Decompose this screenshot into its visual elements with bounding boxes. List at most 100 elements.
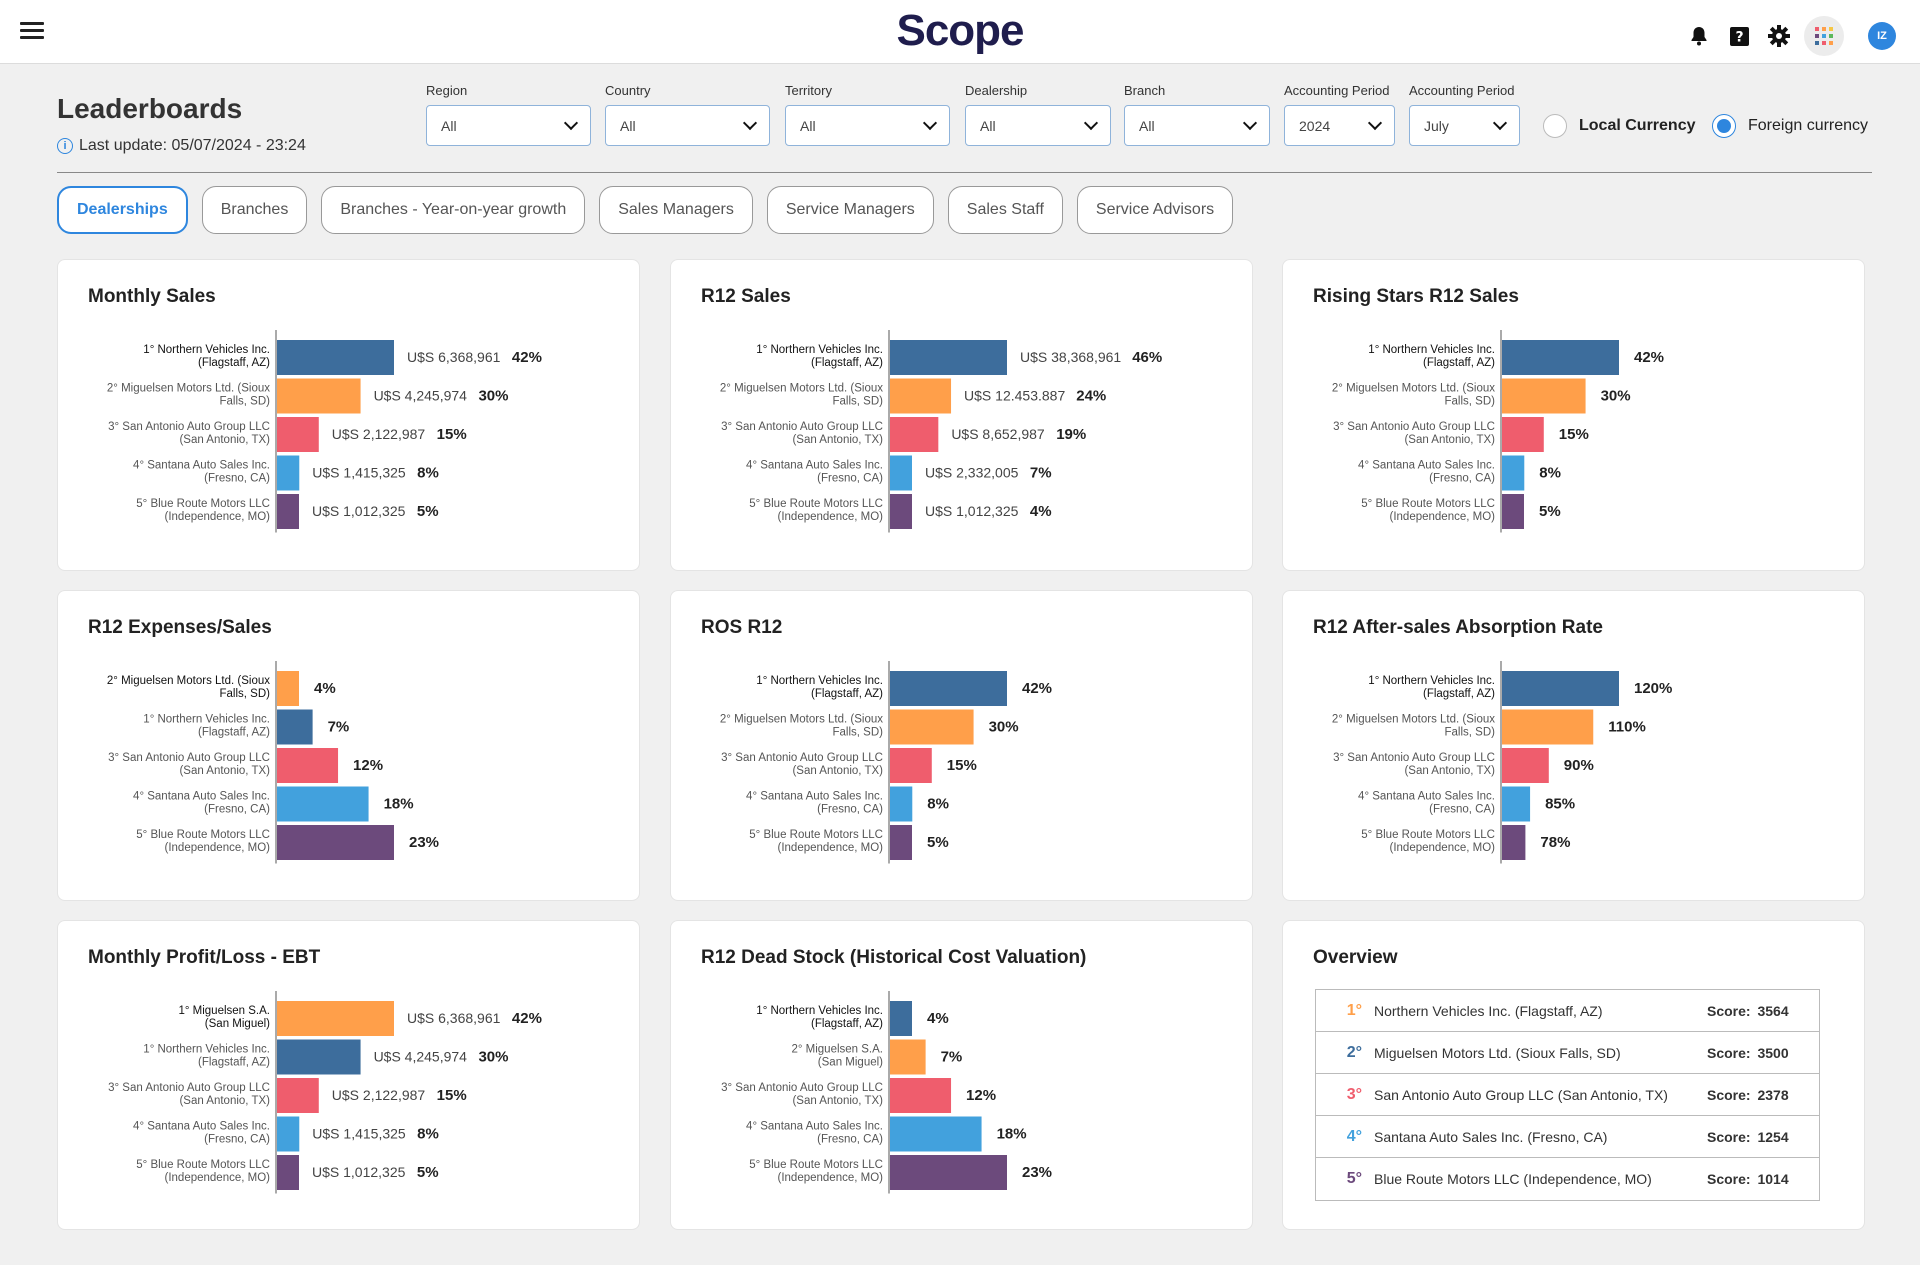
menu-icon[interactable] (20, 22, 44, 42)
header-divider (57, 172, 1872, 173)
category-label: 3° San Antonio Auto Group LLC (108, 421, 270, 433)
tab-sales-managers[interactable]: Sales Managers (599, 186, 753, 234)
category-label: 4° Santana Auto Sales Inc. (133, 791, 270, 803)
chevron-down-icon (922, 115, 938, 130)
branch-select[interactable]: All (1124, 105, 1270, 146)
value-label: 85% (1545, 796, 1575, 813)
tab-branches-yoy-growth[interactable]: Branches - Year-on-year growth (321, 186, 586, 234)
dealership-select[interactable]: All (965, 105, 1111, 146)
value-label: 4% (1030, 503, 1052, 520)
overview-row[interactable]: 4° Santana Auto Sales Inc. (Fresno, CA) … (1316, 1116, 1819, 1158)
category-label: 1° Northern Vehicles Inc. (1368, 344, 1495, 356)
r12-dead-stock-chart: 1° Northern Vehicles Inc.(Flagstaff, AZ)… (721, 991, 1052, 1194)
category-label: 5° Blue Route Motors LLC (749, 498, 883, 510)
category-label: 1° Miguelsen S.A. (178, 1005, 270, 1017)
amount-label: U$S 1,012,325 (925, 503, 1019, 519)
card-rising-stars-r12-sales: Rising Stars R12 Sales 1° Northern Vehic… (1282, 259, 1865, 571)
score: Score: 1014 (1707, 1171, 1789, 1187)
card-title: R12 Expenses/Sales (88, 617, 272, 638)
bar (890, 1155, 1007, 1190)
rank: 3° (1346, 1085, 1362, 1103)
value-label: 8% (1539, 465, 1561, 482)
country-select[interactable]: All (605, 105, 770, 146)
tab-sales-staff[interactable]: Sales Staff (947, 186, 1063, 234)
value-label: 46% (1132, 349, 1162, 366)
bar (277, 340, 394, 375)
bar (890, 378, 952, 414)
filter-label: Country (605, 83, 651, 98)
tab-dealerships[interactable]: Dealerships (57, 186, 188, 234)
card-title: Overview (1313, 947, 1398, 968)
category-label: (San Antonio, TX) (792, 1095, 883, 1107)
category-label: (San Antonio, TX) (792, 434, 883, 446)
bar (277, 455, 300, 491)
category-label: 2° Miguelsen Motors Ltd. (Sioux (107, 383, 270, 395)
category-label: 3° San Antonio Auto Group LLC (721, 1082, 883, 1094)
foreign-currency-radio[interactable]: Foreign currency (1712, 114, 1868, 138)
card-r12-after-sales-absorption: R12 After-sales Absorption Rate 1° North… (1282, 590, 1865, 901)
value-label: 15% (437, 426, 467, 443)
radio-on-icon (1712, 114, 1736, 138)
tab-service-advisors[interactable]: Service Advisors (1076, 186, 1234, 234)
amount-label: U$S 1,415,325 (312, 1126, 406, 1142)
category-label: (Fresno, CA) (1429, 473, 1495, 485)
category-label: (Fresno, CA) (817, 804, 883, 816)
value-label: 42% (1022, 680, 1052, 697)
region-select[interactable]: All (426, 105, 591, 146)
local-currency-radio[interactable]: Local Currency (1543, 114, 1695, 138)
value-label: 42% (512, 349, 542, 366)
category-label: 4° Santana Auto Sales Inc. (1358, 791, 1495, 803)
bell-icon[interactable] (1684, 21, 1714, 51)
bar (1502, 825, 1526, 860)
help-icon[interactable]: ? (1724, 21, 1754, 51)
filter-territory: Territory All (785, 83, 950, 146)
category-label: Falls, SD) (220, 688, 271, 700)
category-label: (Flagstaff, AZ) (198, 357, 270, 369)
category-label: (Fresno, CA) (817, 473, 883, 485)
accounting-year-select[interactable]: 2024 (1284, 105, 1395, 146)
tab-branches[interactable]: Branches (201, 186, 308, 234)
app-logo: Scope (896, 6, 1024, 55)
filter-branch: Branch All (1124, 83, 1270, 146)
overview-row[interactable]: 2° Miguelsen Motors Ltd. (Sioux Falls, S… (1316, 1032, 1819, 1074)
category-label: (Fresno, CA) (204, 473, 270, 485)
overview-row[interactable]: 1° Northern Vehicles Inc. (Flagstaff, AZ… (1316, 990, 1819, 1032)
value-label: 5% (417, 503, 439, 520)
value-label: 7% (328, 719, 350, 736)
category-label: (San Miguel) (205, 1018, 270, 1030)
value-label: 23% (409, 834, 439, 851)
tab-service-managers[interactable]: Service Managers (766, 186, 934, 234)
category-label: 2° Miguelsen Motors Ltd. (Sioux (1332, 714, 1495, 726)
bar (277, 494, 299, 529)
chevron-down-icon (563, 115, 579, 130)
filter-label: Accounting Period (1409, 83, 1515, 98)
bar (890, 1001, 912, 1036)
value-label: 30% (989, 719, 1019, 736)
info-icon: i (57, 138, 73, 154)
after-sales-absorption-chart: 1° Northern Vehicles Inc.(Flagstaff, AZ)… (1332, 661, 1672, 864)
category-label: 2° Miguelsen Motors Ltd. (Sioux (720, 383, 883, 395)
filter-label: Branch (1124, 83, 1166, 98)
overview-row[interactable]: 5° Blue Route Motors LLC (Independence, … (1316, 1158, 1819, 1200)
category-label: (San Antonio, TX) (1404, 765, 1495, 777)
radio-off-icon (1543, 114, 1567, 138)
filter-label: Region (426, 83, 468, 98)
filter-country: Country All (605, 83, 770, 146)
accounting-month-select[interactable]: July (1409, 105, 1520, 146)
overview-row[interactable]: 3° San Antonio Auto Group LLC (San Anton… (1316, 1074, 1819, 1116)
category-label: 1° Northern Vehicles Inc. (143, 344, 270, 356)
bar (890, 494, 912, 529)
local-currency-label: Local Currency (1579, 117, 1696, 134)
card-overview: Overview 1° Northern Vehicles Inc. (Flag… (1282, 920, 1865, 1230)
gear-icon[interactable] (1764, 21, 1794, 51)
apps-grid-icon[interactable] (1804, 16, 1844, 56)
territory-select[interactable]: All (785, 105, 950, 146)
category-label: 1° Northern Vehicles Inc. (1368, 675, 1495, 687)
avatar[interactable]: IZ (1868, 22, 1896, 50)
filter-label: Territory (785, 83, 832, 98)
value-label: 15% (437, 1087, 467, 1104)
bar (1502, 455, 1525, 491)
category-label: 5° Blue Route Motors LLC (749, 829, 883, 841)
category-label: 3° San Antonio Auto Group LLC (721, 421, 883, 433)
category-label: (Independence, MO) (778, 1172, 884, 1184)
